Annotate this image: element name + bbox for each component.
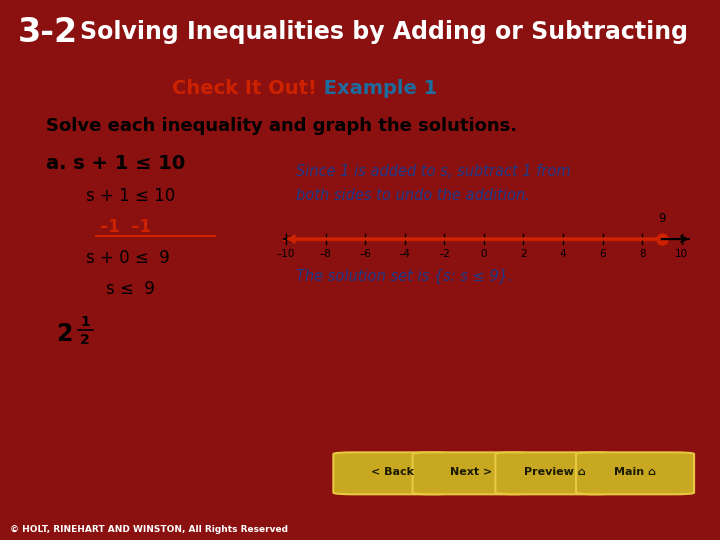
Text: 1: 1 (80, 315, 90, 329)
Text: Example 1: Example 1 (317, 79, 437, 98)
FancyBboxPatch shape (333, 453, 451, 494)
Text: s + 0 ≤  9: s + 0 ≤ 9 (86, 249, 170, 267)
Text: 4: 4 (559, 249, 567, 259)
Text: © HOLT, RINEHART AND WINSTON, All Rights Reserved: © HOLT, RINEHART AND WINSTON, All Rights… (10, 524, 288, 534)
FancyBboxPatch shape (495, 453, 613, 494)
Text: 8: 8 (639, 249, 646, 259)
Text: 9: 9 (658, 212, 666, 225)
Text: a. s + 1 ≤ 10: a. s + 1 ≤ 10 (45, 154, 185, 173)
Text: –1  –1: –1 –1 (100, 218, 151, 236)
FancyBboxPatch shape (413, 453, 531, 494)
Text: The solution set is {s: s ≤ 9}.: The solution set is {s: s ≤ 9}. (296, 268, 513, 284)
Text: 2: 2 (55, 322, 72, 346)
Text: 3-2: 3-2 (18, 16, 78, 49)
Text: 2: 2 (520, 249, 527, 259)
Text: Since 1 is added to s, subtract 1 from: Since 1 is added to s, subtract 1 from (296, 164, 571, 179)
FancyBboxPatch shape (576, 453, 694, 494)
Text: < Back: < Back (371, 467, 414, 477)
Text: 10: 10 (675, 249, 688, 259)
Text: Solving Inequalities by Adding or Subtracting: Solving Inequalities by Adding or Subtra… (80, 21, 688, 44)
Text: 2: 2 (80, 333, 90, 347)
Text: –8: –8 (320, 249, 332, 259)
Text: –6: –6 (359, 249, 371, 259)
Text: both sides to undo the addition.: both sides to undo the addition. (296, 188, 530, 204)
Text: Main ⌂: Main ⌂ (614, 467, 656, 477)
Text: Preview ⌂: Preview ⌂ (523, 467, 585, 477)
Text: –10: –10 (277, 249, 295, 259)
Text: Check It Out!: Check It Out! (171, 79, 317, 98)
Text: Solve each inequality and graph the solutions.: Solve each inequality and graph the solu… (45, 117, 517, 135)
Text: s ≤  9: s ≤ 9 (107, 280, 156, 298)
Text: 6: 6 (599, 249, 606, 259)
Text: s + 1 ≤ 10: s + 1 ≤ 10 (86, 187, 176, 205)
Text: –4: –4 (399, 249, 410, 259)
Text: –2: –2 (438, 249, 450, 259)
Text: 0: 0 (481, 249, 487, 259)
Text: Next >: Next > (451, 467, 492, 477)
